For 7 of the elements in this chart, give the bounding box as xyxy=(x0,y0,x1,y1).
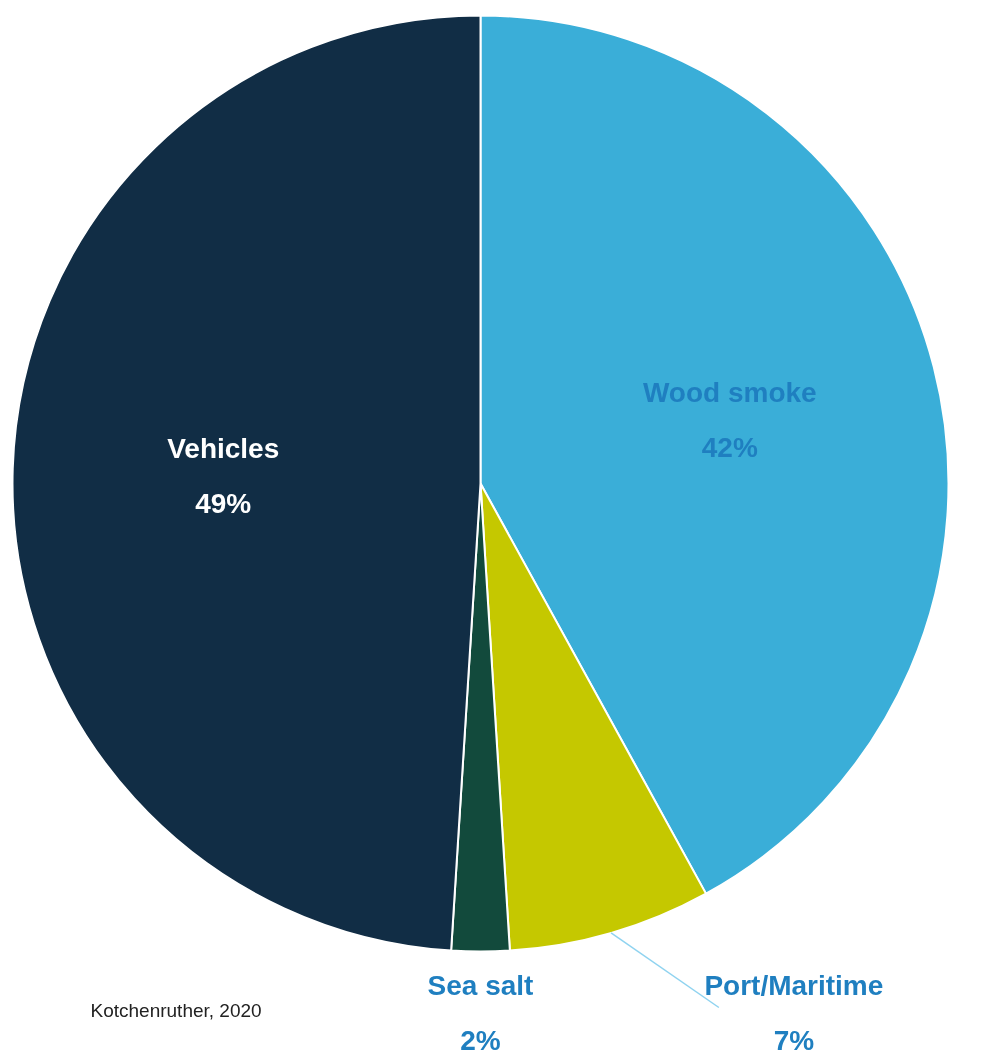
slice-label: Port/Maritime xyxy=(704,970,884,1001)
data-label: 49% xyxy=(195,487,252,519)
data-label: 2% xyxy=(460,1025,501,1053)
data-label: 7% xyxy=(773,1025,815,1053)
slice-label: Vehicles xyxy=(167,432,280,464)
text: Kotchenruther, 2020 xyxy=(90,1000,262,1021)
slice-label: Sea salt xyxy=(427,970,534,1001)
